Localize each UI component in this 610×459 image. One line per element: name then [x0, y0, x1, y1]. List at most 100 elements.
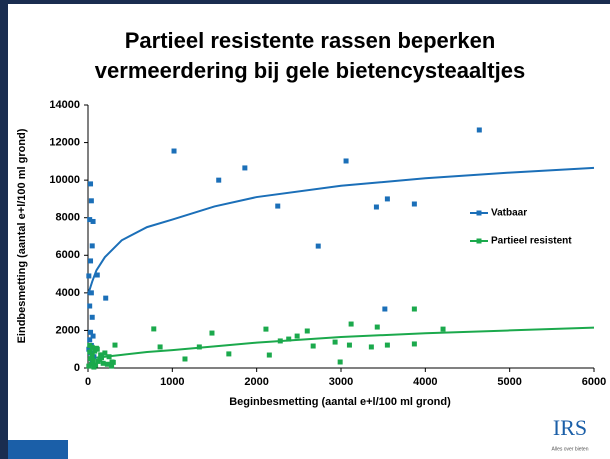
point [109, 363, 115, 369]
point [87, 217, 93, 223]
x-tick-label: 5000 [497, 376, 521, 388]
point [90, 357, 96, 363]
point [440, 326, 446, 332]
point [90, 333, 96, 339]
point [277, 338, 283, 344]
point [86, 273, 92, 279]
point [263, 326, 269, 332]
point [91, 364, 97, 370]
point [171, 148, 177, 154]
x-tick-label: 2000 [244, 376, 268, 388]
point [373, 204, 379, 210]
point [88, 356, 94, 362]
point [182, 356, 188, 362]
logo: IRS [553, 415, 587, 440]
point [86, 346, 92, 352]
y-tick-label: 8000 [56, 212, 80, 224]
legend-label: Vatbaar [491, 208, 527, 219]
point [98, 352, 104, 358]
y-axis-label: Eindbesmetting (aantal e+l/100 ml grond) [16, 128, 28, 343]
point [104, 361, 110, 367]
point [310, 343, 316, 349]
point [89, 353, 95, 359]
point [86, 363, 92, 369]
point [216, 177, 222, 183]
point [103, 295, 109, 301]
point [89, 344, 95, 350]
legend-marker [476, 238, 482, 244]
y-tick-label: 10000 [49, 174, 80, 186]
y-tick-label: 4000 [56, 287, 80, 299]
x-tick-label: 4000 [413, 376, 437, 388]
chart-title: vermeerdering bij gele bietencysteaaltje… [95, 58, 525, 83]
point [411, 341, 417, 347]
point [384, 342, 390, 348]
point [374, 324, 380, 330]
point [209, 330, 215, 336]
point [332, 339, 338, 345]
legend-label: Partieel resistent [491, 236, 572, 247]
point [151, 326, 157, 332]
point [286, 336, 292, 342]
point [304, 328, 310, 334]
point [94, 346, 100, 352]
x-axis-label: Beginbesmetting (aantal e+l/100 ml grond… [229, 396, 451, 408]
point [94, 272, 100, 278]
point [90, 218, 96, 224]
point [110, 359, 116, 365]
point [196, 344, 202, 350]
point [98, 355, 104, 361]
point [411, 306, 417, 312]
point [87, 303, 93, 309]
corner-accent [8, 440, 68, 459]
trend-line [87, 326, 595, 361]
point [88, 361, 94, 367]
point [112, 342, 118, 348]
x-tick-label: 0 [85, 376, 91, 388]
x-tick-label: 3000 [329, 376, 353, 388]
point [87, 337, 93, 343]
point [89, 314, 95, 320]
point [337, 359, 343, 365]
point [89, 243, 95, 249]
y-tick-label: 0 [74, 362, 80, 374]
top-border [0, 0, 610, 4]
legend-marker [476, 210, 482, 216]
x-tick-label: 6000 [582, 376, 606, 388]
y-tick-label: 14000 [49, 99, 80, 111]
point [242, 165, 248, 171]
logo-tagline: Alles over bieten [552, 446, 589, 452]
point [384, 196, 390, 202]
point [382, 306, 388, 312]
point [92, 348, 98, 354]
point [368, 344, 374, 350]
point [87, 349, 93, 355]
point [294, 333, 300, 339]
point [476, 127, 482, 133]
left-border [0, 0, 8, 459]
point [100, 360, 106, 366]
chart-title: Partieel resistente rassen beperken [125, 28, 496, 53]
x-tick-label: 1000 [160, 376, 184, 388]
point [102, 350, 108, 356]
point [88, 258, 94, 264]
point [88, 290, 94, 296]
point [87, 342, 93, 348]
point [266, 352, 272, 358]
trend-line [87, 166, 595, 296]
point [315, 243, 321, 249]
point [411, 201, 417, 207]
point [88, 329, 94, 335]
y-tick-label: 2000 [56, 324, 80, 336]
point [88, 181, 94, 187]
point [226, 351, 232, 357]
point [343, 158, 349, 164]
y-tick-label: 12000 [49, 136, 80, 148]
point [157, 344, 163, 350]
point [88, 198, 94, 204]
y-tick-label: 6000 [56, 249, 80, 261]
point [346, 342, 352, 348]
point [275, 203, 281, 209]
